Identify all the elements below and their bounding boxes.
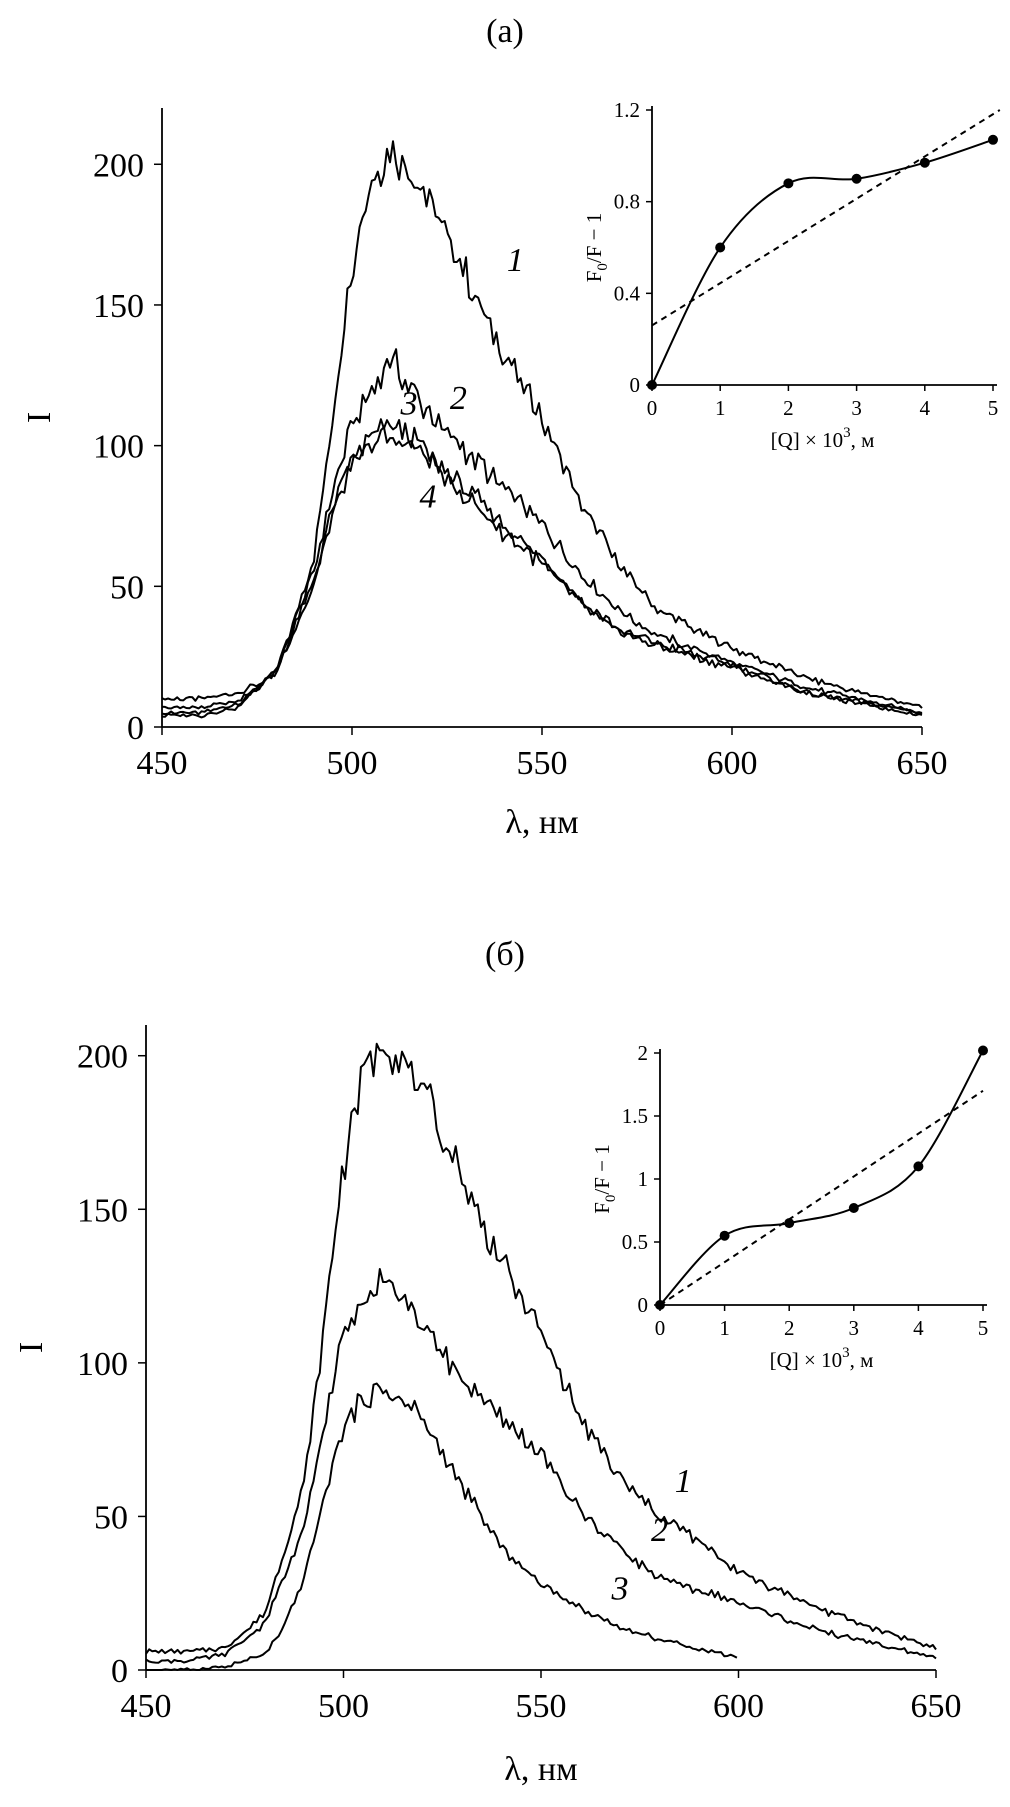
inset-y-tick-label: 1.2 [614, 98, 640, 122]
inset-x-tick-label: 0 [647, 396, 658, 420]
inset-x-tick-label: 5 [988, 396, 999, 420]
inset-x-axis-label: [Q] × 103, м [771, 425, 875, 452]
y-tick-label: 100 [77, 1346, 128, 1383]
inset-y-axis-label-main: F [590, 1202, 614, 1214]
inset-y-axis-label-main: F [582, 271, 606, 283]
series-4-line [161, 426, 923, 719]
y-tick-label: 200 [93, 147, 144, 184]
panel-label: (б) [485, 936, 525, 973]
inset-x-axis-label-exp: 3 [842, 1345, 850, 1361]
x-tick-label: 600 [713, 1688, 764, 1725]
x-tick-label: 450 [137, 745, 188, 782]
x-tick-label: 650 [911, 1688, 962, 1725]
inset-x-axis-label-main: [Q] × 10 [771, 428, 844, 452]
inset-y-tick-label: 2 [638, 1041, 649, 1065]
curve-label-3: 3 [400, 386, 418, 423]
inset-data-point [719, 1230, 730, 1241]
y-tick-label: 150 [77, 1192, 128, 1229]
inset-chart: 0 1 2 3 4 500.40.81.2[Q] × 103, мF0/F − 1 [582, 98, 1001, 452]
curve-label-4: 4 [420, 479, 437, 516]
x-tick-label: 500 [318, 1688, 369, 1725]
inset-linear-fit-line [651, 109, 1001, 327]
x-tick-label: 450 [121, 1688, 172, 1725]
inset-data-point [913, 1161, 924, 1172]
inset-chart: 0 1 2 3 4 500.511.52[Q] × 103, мF0/F − 1 [590, 1041, 988, 1372]
inset-x-tick-label: 3 [851, 396, 862, 420]
inset-data-point [978, 1045, 988, 1056]
inset-y-axis-label-rest: /F − 1 [582, 213, 606, 263]
inset-y-tick-label: 0.4 [614, 281, 641, 305]
series-2-line [161, 348, 923, 716]
y-tick-label: 150 [93, 288, 144, 325]
inset-x-tick-label: 3 [849, 1316, 860, 1340]
series-2-line [145, 1268, 937, 1664]
inset-x-tick-label: 2 [783, 396, 794, 420]
inset-x-tick-label: 4 [913, 1316, 924, 1340]
inset-y-tick-label: 0.8 [614, 190, 640, 214]
y-axis-label: I [13, 1342, 50, 1353]
y-tick-label: 0 [111, 1653, 128, 1690]
inset-y-tick-label: 0 [638, 1293, 649, 1317]
inset-data-point [848, 1202, 859, 1213]
curve-label-2: 2 [450, 380, 467, 417]
inset-data-point [655, 1300, 665, 1310]
inset-data-point [783, 178, 794, 189]
x-tick-label: 550 [516, 1688, 567, 1725]
inset-y-tick-label: 0.5 [622, 1230, 648, 1254]
x-axis-label: λ, нм [504, 1751, 577, 1788]
inset-x-axis-label: [Q] × 103, м [770, 1345, 874, 1372]
y-tick-label: 200 [77, 1039, 128, 1076]
inset-x-tick-label: 0 [655, 1316, 666, 1340]
y-tick-label: 50 [94, 1499, 128, 1536]
inset-data-point [851, 173, 862, 184]
x-tick-label: 600 [707, 745, 758, 782]
series-3-line [146, 1382, 738, 1671]
inset-data-point [715, 242, 726, 253]
x-tick-label: 550 [517, 745, 568, 782]
curve-label-2: 2 [651, 1512, 668, 1549]
y-axis-label: I [21, 412, 58, 423]
inset-y-axis-label: F0/F − 1 [582, 213, 611, 283]
x-tick-label: 500 [327, 745, 378, 782]
panel-label: (a) [486, 13, 524, 50]
series-1-line [145, 1042, 937, 1655]
inset-x-tick-label: 1 [719, 1316, 730, 1340]
inset-x-axis-label-unit: , м [850, 1348, 874, 1372]
inset-linear-fit-line [659, 1089, 984, 1306]
inset-x-axis-label-exp: 3 [843, 425, 851, 441]
inset-y-axis-label: F0/F − 1 [590, 1144, 619, 1214]
y-tick-label: 0 [127, 710, 144, 747]
inset-data-point [784, 1218, 795, 1229]
inset-x-tick-label: 4 [920, 396, 931, 420]
y-tick-label: 50 [110, 569, 144, 606]
inset-data-point [919, 157, 930, 168]
series-3-line [161, 418, 923, 716]
x-axis-label: λ, нм [505, 804, 578, 841]
curve-label-1: 1 [507, 242, 524, 279]
x-tick-label: 650 [897, 745, 948, 782]
inset-y-axis-label-rest: /F − 1 [590, 1144, 614, 1194]
inset-y-tick-label: 1 [638, 1167, 649, 1191]
inset-smooth-curve [659, 1050, 984, 1306]
inset-data-point [988, 134, 998, 145]
inset-x-tick-label: 1 [715, 396, 726, 420]
inset-y-axis-label-sub: 0 [595, 263, 611, 271]
inset-x-axis-label-main: [Q] × 10 [770, 1348, 843, 1372]
inset-x-tick-label: 2 [784, 1316, 795, 1340]
inset-y-tick-label: 0 [630, 373, 641, 397]
curve-label-1: 1 [675, 1463, 692, 1500]
inset-y-axis-label-sub: 0 [603, 1195, 619, 1203]
y-tick-label: 100 [93, 429, 144, 466]
inset-x-axis-label-unit: , м [851, 428, 875, 452]
inset-x-tick-label: 5 [978, 1316, 989, 1340]
inset-y-tick-label: 1.5 [622, 1104, 648, 1128]
inset-data-point [647, 380, 657, 390]
curve-label-3: 3 [611, 1570, 629, 1607]
